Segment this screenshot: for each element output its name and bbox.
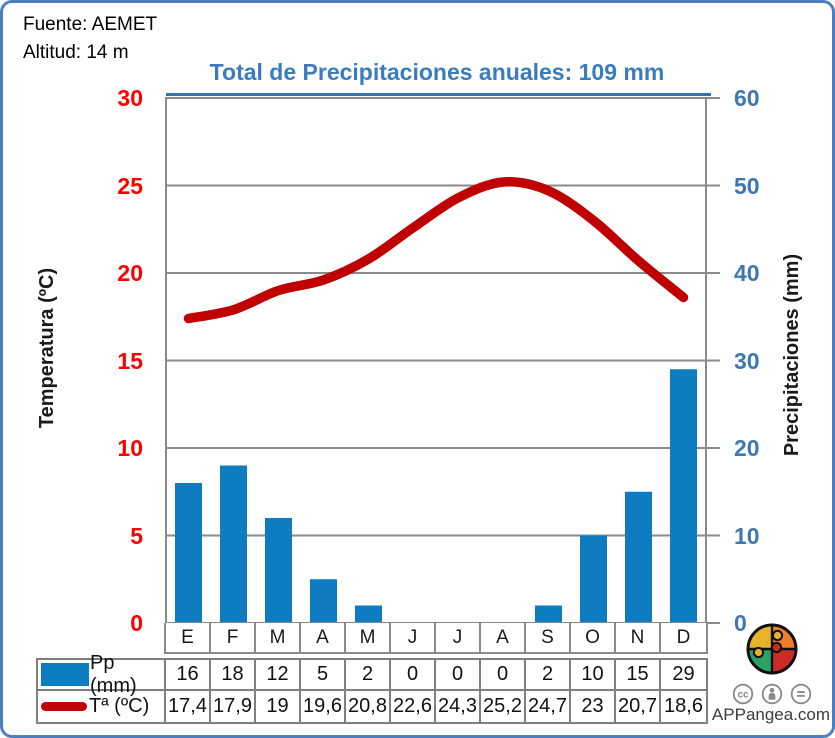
equals-icon (790, 683, 812, 705)
table-value-cell: 22,6 (391, 691, 436, 722)
table-value-cell: 10 (571, 660, 616, 691)
legend-label: Tª (ºC) (89, 695, 150, 717)
left-tick-label: 0 (130, 610, 143, 636)
right-axis-title: Precipitaciones (mm) (781, 253, 803, 457)
table-value-cell: 23 (571, 691, 616, 722)
data-table: Pp (mm) 16 18 12 5 2 0 0 0 2 10 15 29 Tª (ºC) 17,4 17,9… (36, 652, 708, 724)
precip-bar (310, 579, 337, 623)
right-tick-label: 60 (734, 85, 760, 111)
precip-bar (670, 369, 697, 623)
month-label: O (571, 623, 616, 652)
legend-label: Pp (mm) (90, 651, 137, 697)
chart-title: Total de Precipitaciones anuales: 109 mm (209, 59, 665, 85)
brand-label: APPangea.com (711, 705, 831, 724)
precip-bar (265, 518, 292, 623)
month-label: M (256, 623, 301, 652)
table-value-cell: 2 (346, 660, 391, 691)
precip-bar (580, 535, 607, 623)
left-tick-label: 20 (117, 260, 143, 286)
left-tick-label: 30 (117, 85, 143, 111)
table-value-cell: 15 (616, 660, 661, 691)
precip-bar (535, 605, 562, 623)
table-value-cell: 16 (166, 660, 211, 691)
table-value-cell: 19 (256, 691, 301, 722)
month-label: J (436, 623, 481, 652)
month-label: S (526, 623, 571, 652)
precip-bar (625, 491, 652, 623)
month-label: A (301, 623, 346, 652)
attribution-icon (761, 683, 783, 705)
legend-cell: Tª (ºC) (38, 691, 166, 722)
table-value-cell: 19,6 (301, 691, 346, 722)
altitude-label: Altitud: 14 m (23, 42, 129, 63)
table-value-cell: 0 (436, 660, 481, 691)
table-value-cell: 24,7 (526, 691, 571, 722)
left-tick-label: 5 (130, 522, 143, 549)
precip-bar (355, 605, 382, 623)
month-label: N (616, 623, 661, 652)
table-value-cell: 18,6 (664, 695, 703, 717)
month-label: J (391, 623, 436, 652)
temperature-line (183, 177, 689, 324)
table-value-cell: 18 (211, 660, 256, 691)
table-value-cell: 24,3 (436, 691, 481, 722)
table-value-cell: 20,8 (346, 691, 391, 722)
right-tick-label: 50 (734, 172, 760, 199)
table-value-cell: 20,7 (616, 691, 661, 722)
table-value-cell: 0 (391, 660, 436, 691)
table-value-cell: 5 (301, 660, 346, 691)
month-label: A (481, 623, 526, 652)
left-tick-label: 15 (117, 347, 143, 374)
line-legend-swatch (41, 702, 87, 711)
svg-text:cc: cc (737, 690, 749, 701)
bar-legend-swatch (41, 663, 89, 686)
precip-bar (175, 483, 202, 623)
table-value-cell: 17,9 (211, 691, 256, 722)
left-axis-title: Temperatura (ºC) (36, 267, 58, 429)
appangea-puzzle-logo (746, 623, 798, 675)
table-value-cell: 2 (526, 660, 571, 691)
title-underline (166, 93, 711, 96)
legend-cell: Pp (mm) (38, 652, 166, 697)
table-value-cell: 29 (661, 660, 706, 691)
table-value-cell: 17,4 (166, 691, 211, 722)
license-icons: cc (732, 683, 812, 705)
cc-icon: cc (732, 683, 754, 705)
table-value-cell: 0 (481, 660, 526, 691)
plot-area (165, 97, 720, 624)
month-label: E (166, 623, 211, 652)
left-tick-label: 10 (117, 435, 143, 461)
precip-bar (220, 465, 247, 623)
right-tick-label: 10 (734, 522, 760, 549)
table-value-cell: 12 (256, 660, 301, 691)
source-label: Fuente: AEMET (23, 14, 158, 35)
month-label: M (346, 623, 391, 652)
month-label: F (211, 623, 256, 652)
month-label: D (676, 626, 691, 648)
table-value-cell: 25,2 (481, 691, 526, 722)
left-tick-label: 25 (117, 172, 143, 199)
